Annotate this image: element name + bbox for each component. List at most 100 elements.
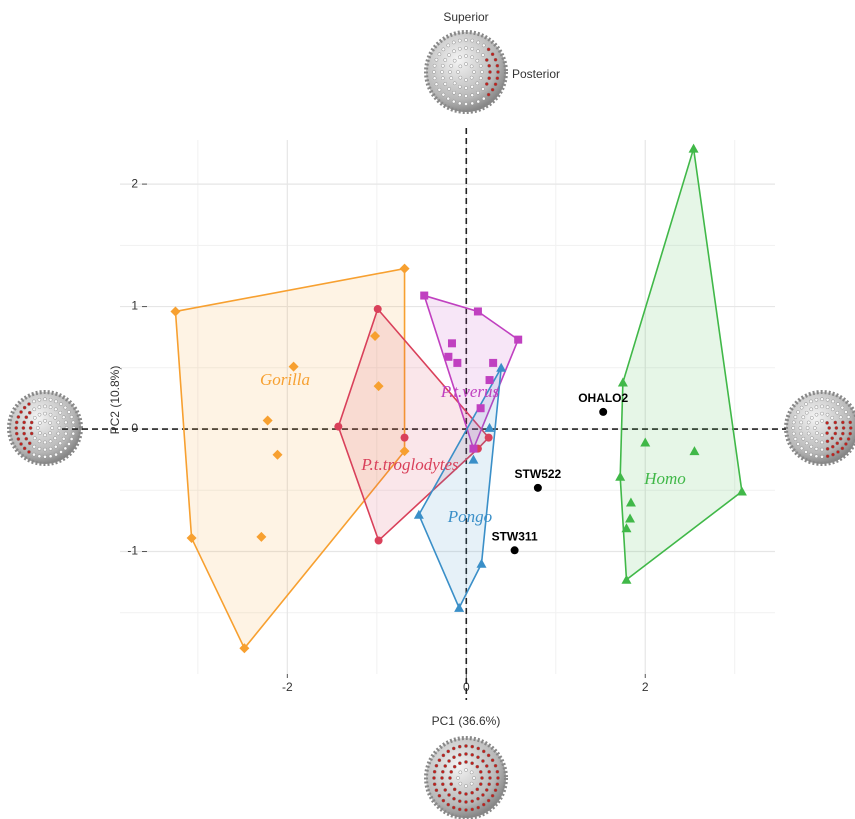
icon-dot: [791, 426, 796, 430]
group-label: P.t.troglodytes: [360, 455, 459, 474]
icon-dot: [809, 444, 814, 449]
icon-dot: [452, 58, 457, 63]
icon-dot: [452, 787, 457, 792]
icon-dot: [58, 441, 63, 446]
icon-dot: [481, 87, 485, 91]
icon-dot: [804, 441, 809, 446]
icon-dot: [452, 90, 456, 95]
icon-dot: [848, 420, 853, 425]
icon-dot: [496, 776, 500, 780]
icon-dot: [833, 431, 838, 436]
icon-dot: [48, 405, 53, 409]
point: [533, 483, 542, 492]
icon-dot: [458, 761, 462, 766]
point: [485, 376, 494, 385]
point: [621, 574, 632, 584]
icon-dot: [452, 755, 456, 760]
point: [334, 422, 343, 431]
point: [399, 446, 410, 457]
point: [420, 291, 429, 300]
icon-dot: [487, 63, 491, 68]
icon-dot: [487, 782, 491, 787]
icon-dot: [27, 402, 31, 406]
orientation-icon: [7, 390, 83, 466]
icon-dot: [437, 793, 442, 798]
icon-dot: [484, 764, 489, 768]
icon-dot: [56, 431, 61, 436]
icon-dot: [443, 764, 448, 768]
point: [447, 339, 456, 348]
point: [400, 433, 409, 442]
icon-dot: [481, 43, 486, 48]
point: [484, 433, 493, 442]
icon-dot: [815, 431, 819, 435]
icon-dot: [54, 444, 58, 449]
icon-dot: [37, 412, 42, 417]
icon-dot: [820, 433, 824, 438]
orientation-label: Superior: [443, 10, 488, 24]
icon-sphere: [784, 390, 855, 466]
icon-dot: [846, 437, 851, 441]
icon-dot: [446, 43, 451, 48]
icon-dot: [799, 446, 804, 451]
point: [453, 358, 462, 367]
icon-dot: [495, 769, 500, 774]
icon-dot: [806, 431, 811, 436]
icon-dot: [809, 399, 813, 404]
icon-dot: [71, 420, 76, 425]
point-label: OHALO2: [578, 391, 628, 405]
icon-dot: [825, 431, 829, 435]
orientation-icon: [424, 30, 508, 114]
icon-dot: [470, 799, 475, 803]
icon-dot: [841, 420, 845, 425]
icon-dot: [452, 796, 456, 801]
icon-dot: [434, 57, 439, 62]
y-tick-label: 0: [131, 421, 138, 435]
icon-dot: [32, 452, 36, 457]
icon-dot: [432, 776, 436, 780]
icon-dot: [470, 55, 474, 60]
icon-dot: [19, 442, 23, 446]
icon-dot: [806, 420, 811, 425]
icon-dot: [825, 412, 830, 417]
icon-dot: [814, 405, 819, 409]
icon-dot: [458, 781, 463, 786]
icon-dot: [825, 405, 830, 409]
icon-dot: [490, 758, 495, 763]
icon-dot: [464, 744, 468, 748]
icon-dot: [496, 70, 500, 74]
icon-sphere: [7, 390, 83, 466]
icon-dot: [432, 782, 437, 787]
icon-dot: [22, 405, 27, 410]
icon-dot: [457, 807, 462, 812]
point: [469, 444, 478, 453]
icon-dot: [22, 420, 26, 425]
icon-dot: [32, 444, 37, 449]
icon-dot: [480, 70, 484, 74]
icon-dot: [493, 82, 498, 87]
icon-dot: [457, 38, 462, 43]
icon-dot: [441, 753, 446, 758]
icon-dot: [825, 421, 829, 425]
icon-dot: [451, 746, 456, 751]
point: [186, 533, 197, 544]
icon-dot: [470, 47, 475, 51]
icon-dot: [48, 431, 52, 435]
icon-dot: [493, 788, 498, 793]
point: [688, 143, 699, 153]
icon-dot: [437, 52, 442, 57]
icon-dot: [484, 788, 489, 792]
icon-dot: [446, 96, 451, 101]
icon-dot: [432, 63, 437, 68]
x-tick-label: 0: [463, 680, 470, 694]
icon-dot: [32, 407, 37, 412]
icon-dot: [486, 798, 491, 803]
icon-dot: [481, 749, 486, 754]
icon-dot: [820, 440, 824, 445]
icon-dot: [441, 769, 445, 774]
icon-dot: [849, 426, 853, 430]
icon-dot: [19, 410, 23, 414]
icon-dot: [487, 76, 491, 81]
icon-sphere: [424, 30, 508, 114]
